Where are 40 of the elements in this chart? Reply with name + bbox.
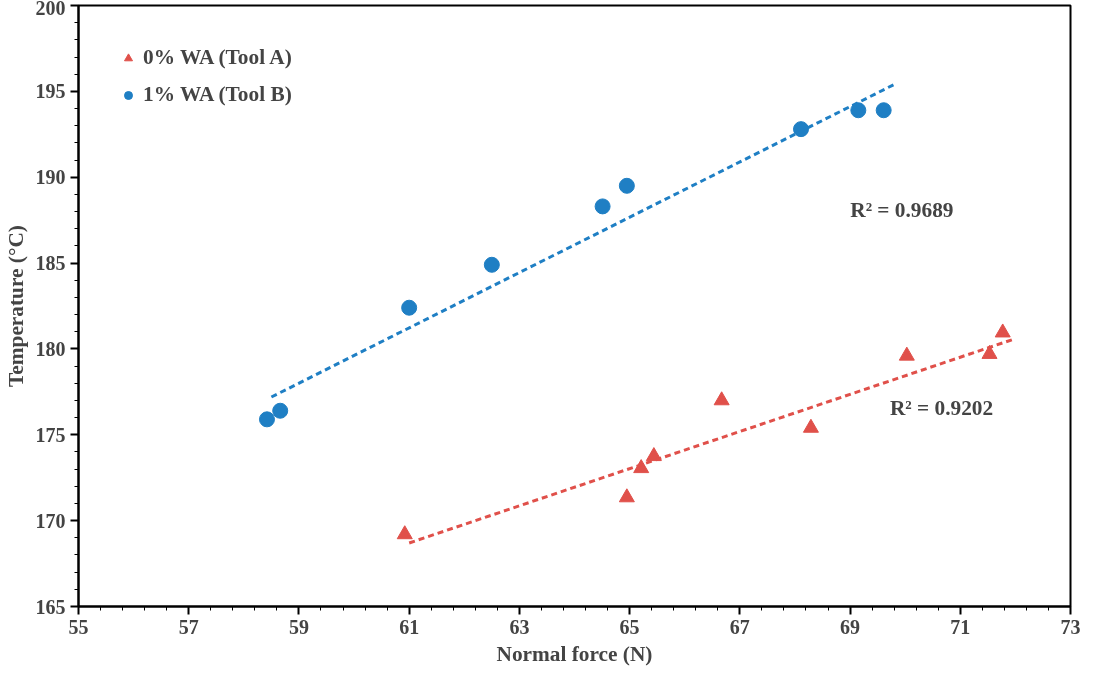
x-tick-label: 55 <box>68 615 89 638</box>
point <box>594 198 611 215</box>
x-tick-label: 69 <box>840 615 861 638</box>
y-tick-label: 165 <box>35 595 66 618</box>
y-tick-label: 185 <box>35 252 66 275</box>
y-tick-label: 180 <box>35 337 66 360</box>
point <box>483 256 500 273</box>
y-tick-label: 170 <box>35 509 66 532</box>
x-tick-label: 59 <box>288 615 309 638</box>
point <box>898 346 915 361</box>
x-tick-label: 61 <box>399 615 420 638</box>
y-tick-label: 190 <box>35 166 66 189</box>
annotation: R² = 0.9689 <box>850 197 954 222</box>
x-tick-label: 65 <box>619 615 640 638</box>
x-tick-label: 57 <box>178 615 199 638</box>
point <box>793 121 810 138</box>
point <box>802 418 819 433</box>
point <box>875 102 892 119</box>
point <box>272 402 289 419</box>
point <box>401 299 418 316</box>
y-tick-label: 195 <box>35 80 66 103</box>
annotation: R² = 0.9202 <box>889 396 994 421</box>
legend-label: 1% WA (Tool B) <box>143 82 292 107</box>
point <box>618 177 635 194</box>
x-tick-label: 71 <box>950 615 971 638</box>
y-tick-label: 200 <box>35 0 66 19</box>
point <box>618 488 635 503</box>
legend-label: 0% WA (Tool A) <box>143 45 292 70</box>
point <box>981 344 998 359</box>
x-tick-label: 63 <box>509 615 530 638</box>
x-axis-title: Normal force (N) <box>496 641 653 666</box>
x-tick-label: 73 <box>1060 615 1081 638</box>
point <box>713 391 730 406</box>
point <box>994 323 1011 338</box>
x-tick-label: 67 <box>729 615 750 638</box>
y-tick-label: 175 <box>35 423 66 446</box>
point <box>850 102 867 119</box>
point <box>396 525 413 540</box>
y-axis-title: Temperature (°C) <box>3 225 28 387</box>
point <box>258 411 275 428</box>
